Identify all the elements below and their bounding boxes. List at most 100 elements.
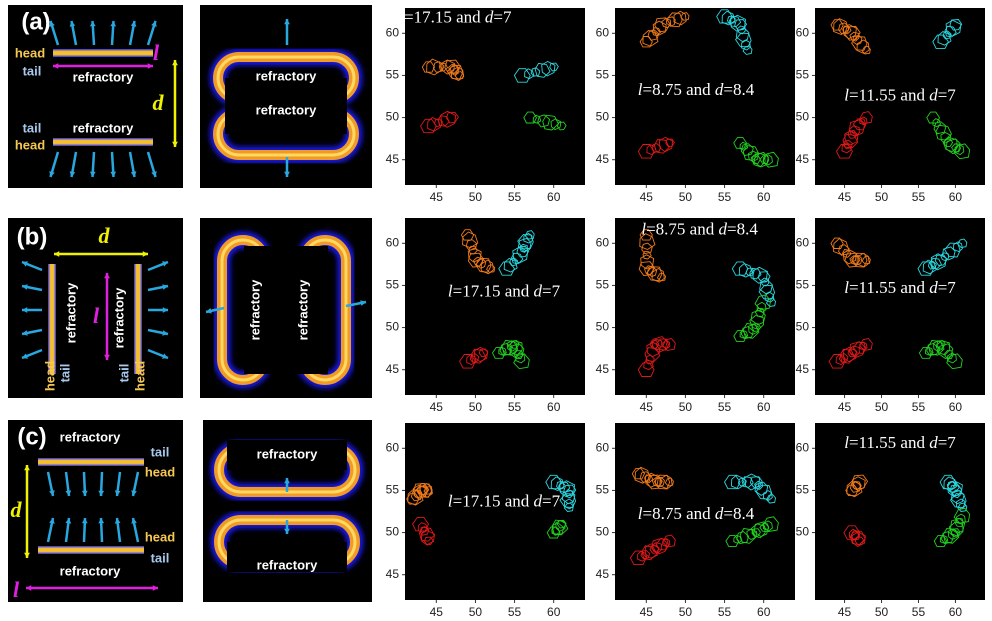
x-tick-label: 55	[718, 400, 732, 414]
x-tick-label: 45	[838, 605, 852, 619]
x-tick-label: 60	[949, 605, 963, 619]
schematic: (c)refractorytailheaddheadtailrefractory…	[8, 420, 183, 602]
y-tick-label: 55	[386, 483, 400, 497]
trajectory-plot: 4550556045505560l=8.75 and d=8.4	[596, 8, 795, 204]
y-tick-label: 55	[796, 278, 810, 292]
bar	[38, 546, 144, 554]
plot-bg	[405, 218, 585, 395]
schematic: (b)drefractoryrefractorylheadtailtailhea…	[8, 218, 183, 398]
label: l	[13, 577, 20, 602]
y-tick-label: 45	[796, 152, 810, 166]
label: l	[153, 40, 160, 65]
x-tick-label: 50	[469, 190, 483, 204]
label: tail	[151, 444, 170, 459]
y-tick-label: 55	[796, 483, 810, 497]
label: refractory	[111, 287, 126, 348]
trajectory-plot: 4550556045505560l=17.15 and d=7	[386, 8, 585, 205]
x-tick-label: 45	[430, 605, 444, 619]
x-tick-label: 60	[757, 190, 771, 204]
y-tick-label: 55	[596, 68, 610, 82]
trajectory-plot: 4550556045505560l=11.55 and d=7	[796, 218, 985, 414]
label: head	[15, 137, 45, 152]
plot-bg	[405, 8, 585, 185]
caption-part: =17.15 and	[453, 492, 534, 511]
x-tick-label: 60	[547, 605, 561, 619]
y-tick-label: 50	[596, 320, 610, 334]
y-tick-label: 50	[596, 110, 610, 124]
y-tick-label: 55	[386, 278, 400, 292]
y-tick-label: 60	[796, 25, 810, 39]
x-tick-label: 50	[469, 400, 483, 414]
x-tick-label: 55	[912, 605, 926, 619]
label: tail	[23, 63, 42, 78]
schematic: (a)headtailrefractoryldtailrefractoryhea…	[8, 5, 183, 188]
x-tick-label: 60	[757, 400, 771, 414]
bar	[53, 49, 153, 57]
y-tick-label: 60	[386, 235, 400, 249]
caption-part: =8.75 and	[643, 504, 715, 523]
caption-part: =8.4	[723, 80, 754, 99]
y-tick-label: 50	[386, 525, 400, 539]
caption: l=11.55 and d=7	[844, 278, 956, 297]
x-tick-label: 45	[640, 400, 654, 414]
x-tick-label: 50	[875, 190, 889, 204]
label: refractory	[256, 68, 317, 83]
y-tick-label: 60	[386, 25, 400, 39]
y-tick-label: 50	[796, 525, 810, 539]
trajectory-plot: 45505560505560l=11.55 and d=7	[796, 423, 985, 619]
y-tick-label: 50	[386, 110, 400, 124]
label: refractory	[256, 102, 317, 117]
caption-part: =17.15 and	[404, 8, 485, 27]
y-tick-label: 55	[596, 278, 610, 292]
caption: l=8.75 and d=8.4	[641, 219, 758, 238]
label: refractory	[257, 446, 318, 461]
x-tick-label: 45	[640, 605, 654, 619]
x-tick-label: 45	[838, 400, 852, 414]
label: refractory	[60, 563, 121, 578]
label: head	[145, 529, 175, 544]
caption-part: =11.55 and	[849, 433, 929, 452]
label: refractory	[247, 279, 262, 340]
caption-part: =11.55 and	[849, 278, 929, 297]
y-tick-label: 45	[596, 362, 610, 376]
x-tick-label: 60	[949, 400, 963, 414]
bar	[38, 458, 144, 466]
bar	[134, 264, 142, 374]
label: refractory	[63, 282, 78, 343]
label: (c)	[17, 423, 46, 450]
field-map: refractoryrefractory	[203, 420, 372, 602]
y-tick-label: 60	[796, 440, 810, 454]
x-tick-label: 60	[547, 400, 561, 414]
label: l	[93, 303, 100, 328]
trajectory-plot: 4550556045505560l=8.75 and d=8.4	[596, 423, 795, 619]
label: d	[99, 223, 111, 248]
label: tail	[57, 364, 72, 383]
caption-part: =8.4	[723, 504, 754, 523]
bar	[53, 138, 153, 146]
x-tick-label: 45	[430, 400, 444, 414]
x-tick-label: 55	[912, 190, 926, 204]
caption: l=11.55 and d=7	[844, 85, 956, 104]
caption-part: =7	[938, 85, 957, 104]
y-tick-label: 45	[386, 152, 400, 166]
label: tail	[23, 120, 42, 135]
y-tick-label: 50	[796, 110, 810, 124]
label: head	[15, 45, 45, 60]
x-tick-label: 55	[508, 605, 522, 619]
caption: l=11.55 and d=7	[844, 433, 956, 452]
plot-bg	[615, 218, 795, 395]
bar	[48, 264, 56, 374]
label: refractory	[73, 120, 134, 135]
x-tick-label: 55	[508, 190, 522, 204]
y-tick-label: 55	[796, 68, 810, 82]
x-tick-label: 55	[912, 400, 926, 414]
y-tick-label: 45	[386, 362, 400, 376]
y-tick-label: 45	[386, 567, 400, 581]
plot-bg	[405, 423, 585, 600]
x-tick-label: 55	[718, 605, 732, 619]
field-map: refractory refractory	[200, 5, 372, 188]
caption-part: =7	[938, 278, 957, 297]
label: tail	[151, 550, 170, 565]
